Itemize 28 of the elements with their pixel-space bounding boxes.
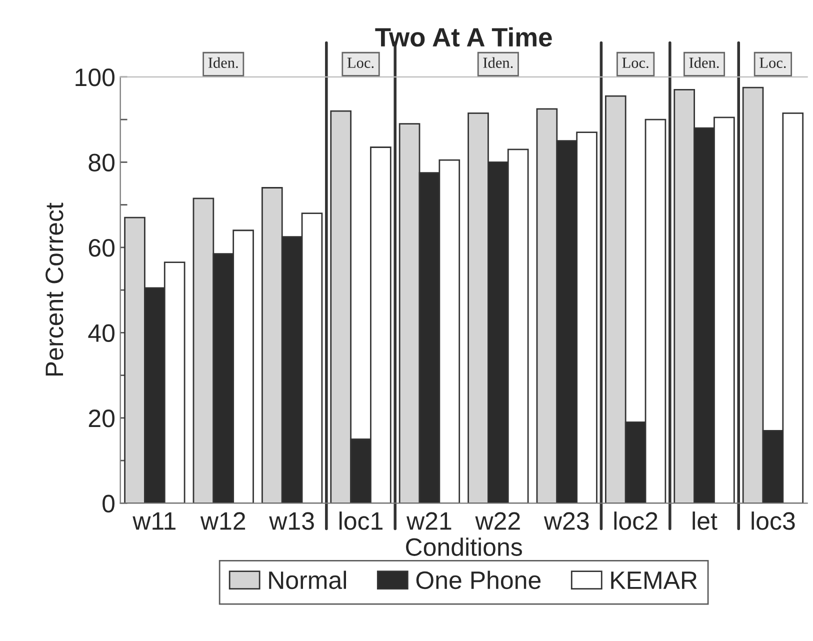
x-tick-label: w11 (132, 512, 176, 530)
x-tick-label: w22 (475, 512, 520, 530)
annotation: Iden. (689, 57, 719, 68)
x-tick-label: w13 (269, 512, 314, 530)
y-tick-label: 0 (102, 494, 114, 512)
y-tick-label: 80 (88, 154, 114, 172)
x-tick-label: let (692, 512, 718, 530)
x-tick-label: loc3 (752, 512, 795, 530)
annotation: Loc. (622, 58, 648, 68)
y-axis-title: Percent Correct (46, 202, 64, 376)
x-tick-label: w12 (200, 512, 246, 530)
y-tick-label: 60 (88, 239, 114, 257)
y-tick-label: 20 (88, 410, 114, 428)
x-tick-label: loc1 (340, 512, 382, 530)
annotation: Iden. (483, 57, 513, 68)
y-tick-label: 40 (88, 324, 114, 342)
x-tick-label: w23 (544, 512, 589, 530)
chart-title: Two At A Time (375, 27, 552, 47)
annotation: Iden. (208, 57, 238, 68)
x-axis-title: Conditions (406, 538, 522, 556)
legend-label: Normal (269, 570, 346, 590)
annotation: Loc. (347, 58, 374, 68)
legend-label: KEMAR (611, 572, 697, 589)
x-tick-label: loc2 (614, 512, 658, 530)
legend-label: One Phone (416, 570, 541, 590)
y-tick-label: 100 (76, 68, 114, 86)
annotation: Loc. (760, 58, 786, 68)
x-tick-label: w21 (406, 512, 452, 530)
